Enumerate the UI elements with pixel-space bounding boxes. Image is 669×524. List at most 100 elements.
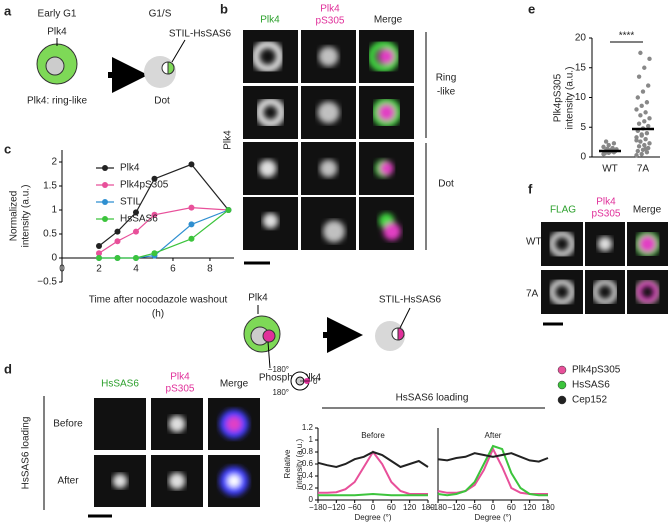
- signal-dot: [226, 416, 242, 432]
- row-label: 7A: [526, 289, 539, 300]
- x-tick-label: 180: [541, 503, 555, 512]
- micrograph: [359, 197, 414, 250]
- data-point: [636, 74, 642, 79]
- data-point: [635, 95, 640, 100]
- y-tick-label: 0: [580, 152, 586, 163]
- state: Plk4: ring-like: [27, 96, 87, 107]
- y-tick-label: 0.4: [302, 471, 314, 480]
- data-point: [639, 103, 644, 109]
- data-point: [644, 100, 650, 105]
- x-tick-label: 120: [523, 503, 537, 512]
- signal-dot: [258, 159, 277, 178]
- series-line: [437, 444, 548, 497]
- x-tick-label: 6: [170, 264, 176, 275]
- micrograph: [541, 222, 583, 266]
- group-label: HsSAS6 loading: [21, 417, 32, 490]
- micrograph: [627, 270, 668, 314]
- data-point: [646, 123, 651, 129]
- micrograph: [151, 455, 203, 507]
- column-header: HsSAS6: [101, 379, 139, 390]
- y-axis-label: intensity (a.u.): [565, 67, 576, 130]
- signal: [219, 409, 249, 439]
- y-tick-label: 1.2: [302, 423, 314, 432]
- micrograph-bg: [243, 30, 298, 83]
- micrograph: [359, 30, 414, 83]
- signal-dot: [319, 159, 338, 178]
- legend-label: Cep152: [572, 395, 607, 406]
- micrograph: [585, 270, 625, 314]
- signal: [367, 40, 400, 73]
- data-point: [639, 132, 644, 137]
- y-axis-label: Relative: [283, 449, 292, 478]
- y-tick-label: −0.5: [37, 277, 57, 288]
- data-point: [188, 161, 195, 168]
- signal: [262, 213, 279, 229]
- micrograph: [541, 270, 583, 314]
- data-point: [151, 211, 158, 218]
- data-point: [114, 228, 121, 235]
- data-point: [601, 144, 606, 150]
- signal: [548, 230, 576, 258]
- signal: [112, 473, 128, 489]
- legend-marker: [102, 199, 108, 205]
- stage: Early G1: [38, 9, 77, 20]
- chart-title: After: [485, 431, 502, 440]
- data-point: [642, 142, 647, 148]
- data-point: [638, 50, 643, 56]
- data-point: [95, 250, 102, 257]
- micrograph: [301, 197, 356, 250]
- micrograph-bg: [585, 270, 625, 314]
- y-tick-label: 5: [580, 122, 586, 133]
- panel-label: c: [4, 141, 11, 156]
- signal: [168, 472, 186, 490]
- signal-ring: [371, 97, 402, 128]
- column-header: pS305: [166, 384, 195, 395]
- data-point: [638, 113, 643, 118]
- signal-dot: [379, 161, 394, 176]
- signal-dot: [317, 101, 340, 124]
- cell-diagram: [243, 305, 411, 369]
- signal-ring: [255, 97, 286, 128]
- significance: ****: [619, 31, 635, 42]
- signal: [323, 220, 345, 243]
- data-point: [640, 89, 646, 94]
- data-point: [638, 139, 643, 144]
- column-header: Plk4: [260, 15, 280, 26]
- data-point: [114, 238, 121, 245]
- data-point: [151, 175, 158, 182]
- y-tick-label: 15: [575, 62, 587, 73]
- x-tick-label: 60: [387, 503, 396, 512]
- y-axis-label: intensity (a.u.): [295, 439, 304, 490]
- y-tick-label: 0.2: [302, 483, 314, 492]
- data-point: [634, 107, 639, 112]
- signal-dot: [597, 236, 613, 252]
- legend-marker: [102, 182, 108, 188]
- x-tick-label: 180: [421, 503, 435, 512]
- complex: STIL-HsSAS6: [379, 295, 442, 306]
- signal-dot: [227, 474, 241, 488]
- legend-marker: [557, 365, 567, 375]
- micrograph-bg: [541, 270, 583, 314]
- x-axis-label: Degree (°): [475, 513, 512, 522]
- row-label: Dot: [438, 179, 454, 190]
- row-label: WT: [526, 237, 542, 248]
- x-axis-label: Time after nocodazole washout: [89, 295, 228, 306]
- x-tick-label: 60: [507, 503, 516, 512]
- series-line: [437, 452, 549, 463]
- signal: [317, 101, 340, 124]
- data-point: [95, 255, 102, 261]
- x-tick-label: −180: [309, 503, 328, 512]
- signal-ring: [251, 40, 284, 73]
- stage: G1/S: [149, 9, 172, 20]
- signal: [371, 97, 402, 128]
- series-line: [317, 450, 429, 469]
- data-point: [644, 131, 650, 136]
- signal: [548, 278, 576, 306]
- signal: [251, 40, 284, 73]
- x-tick-label: 2: [96, 264, 102, 275]
- signal-ring: [592, 279, 618, 305]
- protein: Phospho-Plk4: [259, 373, 322, 384]
- data-point: [643, 146, 648, 151]
- data-point: [642, 119, 647, 124]
